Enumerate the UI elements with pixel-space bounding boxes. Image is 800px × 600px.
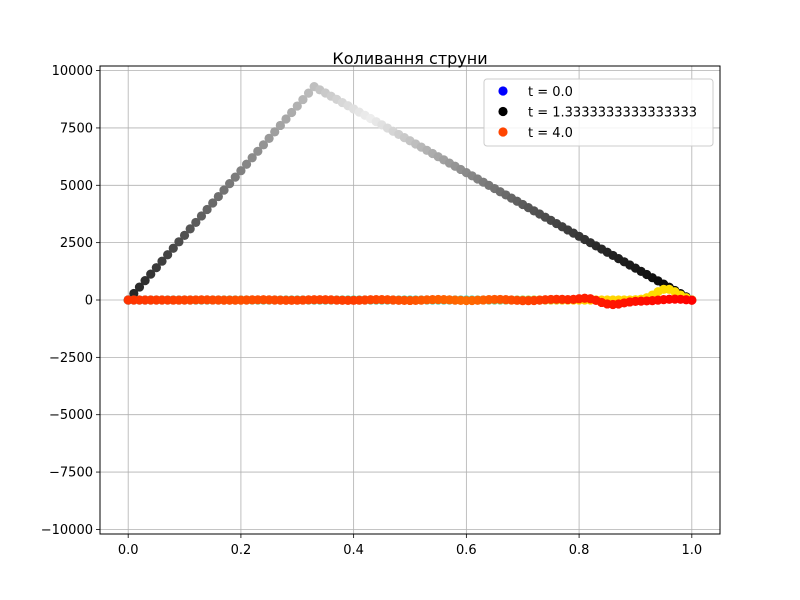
x-tick-label: 0.2 bbox=[231, 543, 252, 558]
x-tick-label: 1.0 bbox=[681, 543, 702, 558]
data-point bbox=[146, 269, 156, 279]
legend-label: t = 4.0 bbox=[528, 126, 573, 141]
y-tick-label: 0 bbox=[85, 294, 93, 309]
data-point bbox=[208, 198, 218, 208]
data-point bbox=[163, 250, 173, 260]
data-point bbox=[253, 146, 263, 156]
series-2 bbox=[123, 293, 697, 310]
x-axis: 0.0 0.2 0.4 0.6 0.8 1.0 bbox=[118, 534, 702, 558]
y-tick-label: 10000 bbox=[52, 64, 93, 79]
data-point bbox=[202, 204, 212, 215]
y-tick-label: −7500 bbox=[49, 466, 93, 481]
data-point bbox=[185, 224, 195, 234]
data-point bbox=[219, 185, 229, 195]
y-tick-label: 7500 bbox=[60, 121, 93, 136]
data-point bbox=[281, 114, 291, 124]
x-tick-label: 0.0 bbox=[118, 543, 139, 558]
data-point bbox=[303, 88, 314, 98]
data-point bbox=[236, 166, 246, 176]
data-point bbox=[275, 120, 285, 131]
data-point bbox=[247, 153, 257, 163]
y-tick-label: −2500 bbox=[49, 351, 93, 366]
y-axis: 10000 7500 5000 2500 0 −2500 −5000 −7500 −10000 bbox=[41, 64, 100, 538]
data-point bbox=[174, 237, 184, 247]
y-tick-label: 5000 bbox=[60, 179, 93, 194]
legend: t = 0.0 t = 1.3333333333333333 t = 4.0 bbox=[483, 78, 714, 147]
data-point bbox=[264, 133, 274, 143]
data-points bbox=[123, 82, 697, 310]
data-point bbox=[292, 101, 302, 111]
data-point bbox=[270, 127, 280, 137]
data-point bbox=[168, 243, 178, 253]
data-point bbox=[129, 288, 139, 299]
data-point bbox=[225, 179, 235, 189]
legend-label: t = 1.3333333333333333 bbox=[528, 106, 697, 121]
data-point bbox=[213, 191, 223, 202]
x-tick-label: 0.4 bbox=[343, 543, 364, 558]
data-point bbox=[134, 282, 145, 292]
data-point bbox=[230, 172, 240, 182]
legend-marker bbox=[498, 86, 508, 96]
y-tick-label: 2500 bbox=[60, 236, 93, 251]
legend-box bbox=[483, 78, 714, 147]
data-point bbox=[287, 107, 297, 118]
chart-title: Коливання струни bbox=[332, 49, 487, 68]
y-tick-label: −10000 bbox=[41, 523, 93, 538]
data-point bbox=[196, 211, 207, 221]
legend-marker bbox=[498, 127, 508, 137]
data-point bbox=[157, 256, 167, 266]
data-point bbox=[191, 217, 201, 228]
data-point bbox=[140, 276, 150, 286]
data-point bbox=[258, 140, 269, 150]
x-tick-label: 0.8 bbox=[569, 543, 590, 558]
data-point bbox=[298, 94, 308, 105]
data-point bbox=[241, 159, 252, 169]
legend-marker bbox=[498, 106, 508, 117]
data-point bbox=[687, 295, 697, 305]
x-tick-label: 0.6 bbox=[456, 543, 477, 558]
data-point bbox=[179, 230, 190, 240]
legend-label: t = 0.0 bbox=[528, 85, 573, 100]
y-tick-label: −5000 bbox=[49, 408, 93, 423]
data-point bbox=[151, 263, 161, 273]
